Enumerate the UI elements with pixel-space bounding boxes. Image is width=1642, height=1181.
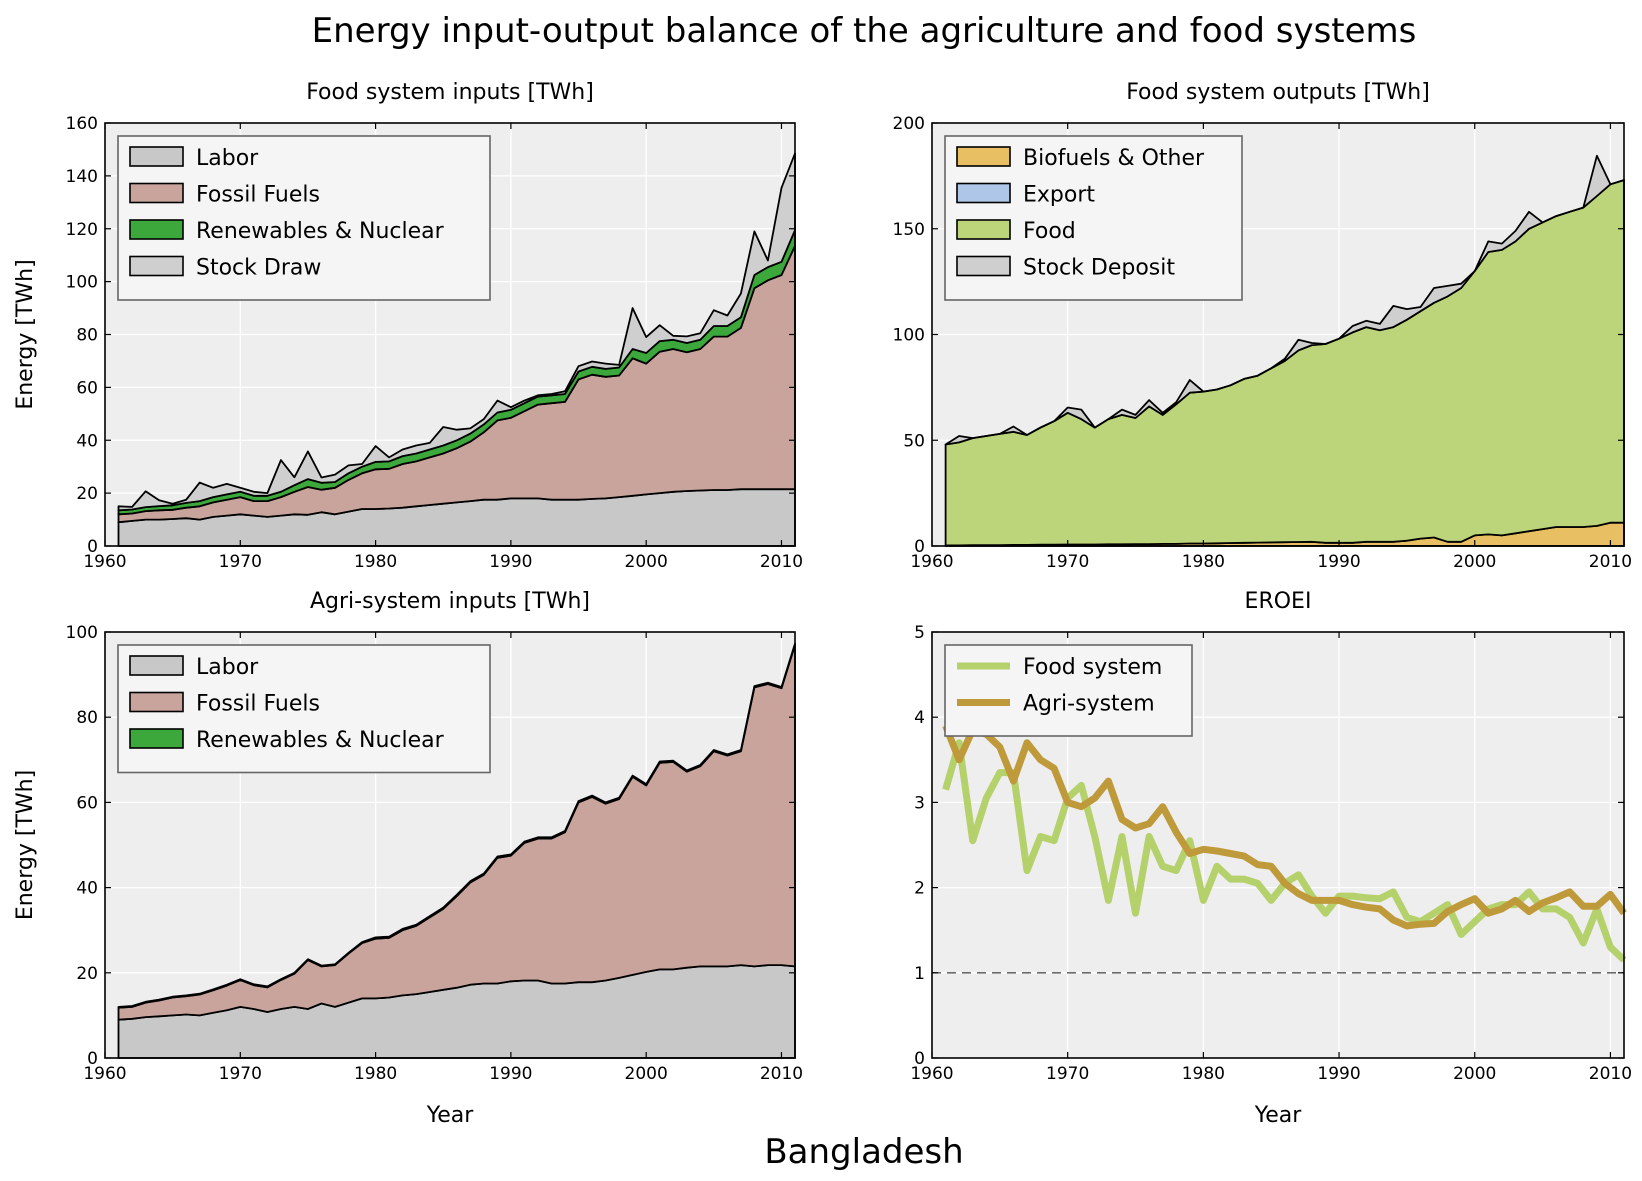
legend: Biofuels & Other Export Food Stock Deposit bbox=[944, 135, 1243, 301]
y-tick-label: 4 bbox=[914, 708, 925, 728]
x-tick-label: 1990 bbox=[489, 552, 532, 572]
y-axis-label: Energy [TWh] bbox=[13, 770, 38, 920]
legend-label-renewables-and-nuclear: Renewables & Nuclear bbox=[196, 219, 445, 244]
x-tick-label: 2000 bbox=[1453, 1064, 1496, 1084]
legend-swatch-export bbox=[956, 182, 1011, 204]
y-tick-label: 20 bbox=[76, 964, 98, 984]
legend-swatch-fossil-fuels bbox=[129, 182, 184, 204]
figure-footer: Bangladesh bbox=[764, 1132, 963, 1172]
legend: Labor Fossil Fuels Renewables & Nuclear Sto… bbox=[117, 135, 491, 301]
y-tick-label: 40 bbox=[76, 879, 98, 899]
x-tick-label: 1990 bbox=[489, 1064, 532, 1084]
line-agri-system bbox=[942, 724, 1627, 930]
plot-frame bbox=[104, 631, 796, 1059]
y-tick-label: 20 bbox=[76, 484, 98, 504]
legend-label-labor: Labor bbox=[196, 655, 259, 680]
y-tick-label: 0 bbox=[87, 1049, 98, 1069]
plot-frame bbox=[931, 631, 1625, 1059]
y-tick-label: 120 bbox=[66, 220, 98, 240]
y-tick-label: 200 bbox=[893, 114, 925, 134]
agri-inputs-panel: 1960 1970 1980 1990 2000 2010 0 20 40 60 80 100 Agri… bbox=[13, 589, 803, 1128]
x-tick-label: 1970 bbox=[219, 552, 262, 572]
panel-title: Food system inputs [TWh] bbox=[306, 80, 594, 105]
legend-swatch-labor bbox=[129, 146, 184, 167]
y-tick-label: 2 bbox=[914, 879, 925, 899]
x-tick-label: 1980 bbox=[1182, 1064, 1225, 1084]
y-tick-label: 50 bbox=[903, 431, 925, 451]
legend-label-stock-deposit: Stock Deposit bbox=[1023, 256, 1175, 281]
y-tick-label: 60 bbox=[76, 793, 98, 813]
legend-swatch-renewables-and-nuclear bbox=[129, 219, 184, 240]
legend-label-fossil-fuels: Fossil Fuels bbox=[196, 692, 320, 717]
x-tick-label: 1960 bbox=[910, 552, 953, 572]
legend-swatch-stock-deposit bbox=[956, 255, 1011, 277]
y-tick-label: 100 bbox=[66, 273, 98, 293]
legend-label-biofuels-and-other: Biofuels & Other bbox=[1023, 146, 1205, 171]
y-tick-label: 80 bbox=[76, 326, 98, 346]
y-tick-label: 100 bbox=[893, 326, 925, 346]
x-axis-label: Year bbox=[426, 1103, 475, 1128]
legend: Food system Agri-system bbox=[944, 644, 1193, 737]
x-axis-label: Year bbox=[1254, 1103, 1303, 1128]
x-tick-label: 2000 bbox=[1453, 552, 1496, 572]
x-tick-label: 1990 bbox=[1317, 1064, 1360, 1084]
legend-swatch-renewables-and-nuclear bbox=[129, 728, 184, 749]
x-tick-label: 2010 bbox=[1589, 1064, 1632, 1084]
x-tick-label: 2010 bbox=[760, 552, 803, 572]
x-tick-label: 1990 bbox=[1317, 552, 1360, 572]
y-tick-label: 0 bbox=[87, 537, 98, 557]
legend-swatch-fossil-fuels bbox=[129, 691, 184, 713]
eroei-panel: 1960 1970 1980 1990 2000 2010 0 1 2 3 4 5 EROEI Year F… bbox=[910, 589, 1632, 1128]
x-tick-label: 1980 bbox=[354, 1064, 397, 1084]
y-tick-label: 150 bbox=[893, 220, 925, 240]
y-tick-label: 5 bbox=[914, 623, 925, 643]
legend-label-fossil-fuels: Fossil Fuels bbox=[196, 183, 320, 208]
x-tick-label: 1960 bbox=[83, 1064, 126, 1084]
y-tick-label: 3 bbox=[914, 793, 925, 813]
x-tick-label: 1970 bbox=[1046, 1064, 1089, 1084]
food-outputs-panel: 1960 1970 1980 1990 2000 2010 0 50 100 150 200 Food… bbox=[893, 80, 1633, 572]
legend-swatch-biofuels-and-other bbox=[956, 146, 1011, 167]
legend-label-export: Export bbox=[1023, 183, 1095, 208]
legend: Labor Fossil Fuels Renewables & Nuclear bbox=[117, 644, 491, 774]
y-tick-label: 0 bbox=[914, 537, 925, 557]
y-tick-label: 100 bbox=[66, 623, 98, 643]
panel-title: EROEI bbox=[1245, 589, 1312, 614]
x-tick-label: 2000 bbox=[625, 552, 668, 572]
x-tick-label: 2010 bbox=[760, 1064, 803, 1084]
y-tick-label: 0 bbox=[914, 1049, 925, 1069]
x-tick-label: 1960 bbox=[910, 1064, 953, 1084]
legend-label-agri-system: Agri-system bbox=[1023, 692, 1155, 717]
legend-box bbox=[944, 644, 1193, 737]
x-tick-label: 1970 bbox=[1046, 552, 1089, 572]
legend-label-stock-draw: Stock Draw bbox=[196, 256, 321, 281]
y-tick-label: 80 bbox=[76, 708, 98, 728]
food-inputs-panel: 1960 1970 1980 1990 2000 2010 0 20 40 60 80 100 120 1… bbox=[13, 80, 803, 572]
y-tick-label: 60 bbox=[76, 378, 98, 398]
x-tick-label: 2010 bbox=[1589, 552, 1632, 572]
x-tick-label: 1980 bbox=[1182, 552, 1225, 572]
legend-label-renewables-and-nuclear: Renewables & Nuclear bbox=[196, 728, 445, 753]
legend-label-labor: Labor bbox=[196, 146, 259, 171]
legend-swatch-stock-draw bbox=[129, 255, 184, 277]
x-tick-label: 1960 bbox=[83, 552, 126, 572]
legend-label-food-system: Food system bbox=[1023, 655, 1162, 680]
x-tick-label: 1970 bbox=[219, 1064, 262, 1084]
y-tick-label: 140 bbox=[66, 167, 98, 187]
y-tick-label: 160 bbox=[66, 114, 98, 134]
y-tick-label: 1 bbox=[914, 964, 925, 984]
legend-label-food: Food bbox=[1023, 219, 1076, 244]
legend-swatch-food bbox=[956, 219, 1011, 240]
figure-title: Energy input-output balance of the agric… bbox=[312, 11, 1417, 51]
legend-swatch-labor bbox=[129, 655, 184, 676]
panel-title: Agri-system inputs [TWh] bbox=[310, 589, 590, 614]
x-tick-label: 1980 bbox=[354, 552, 397, 572]
x-tick-label: 2000 bbox=[625, 1064, 668, 1084]
y-tick-label: 40 bbox=[76, 431, 98, 451]
y-axis-label: Energy [TWh] bbox=[13, 259, 38, 409]
panel-title: Food system outputs [TWh] bbox=[1126, 80, 1430, 105]
